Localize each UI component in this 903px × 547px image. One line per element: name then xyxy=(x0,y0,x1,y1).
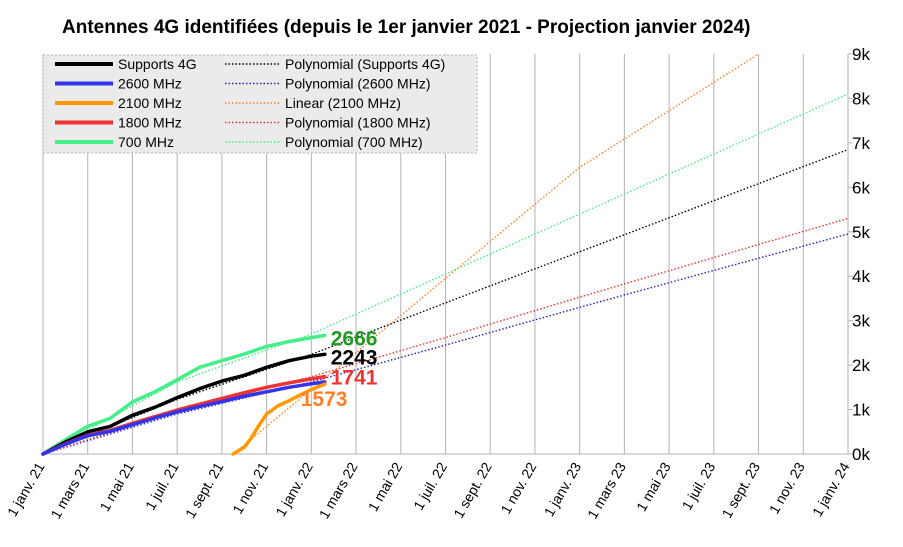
trendline xyxy=(43,93,848,454)
legend-label: Polynomial (2600 MHz) xyxy=(285,76,431,92)
x-tick-label: 1 mai 23 xyxy=(633,459,674,514)
y-tick-label: 3k xyxy=(852,312,870,331)
x-tick-label: 1 nov. 21 xyxy=(229,459,271,516)
series-lines xyxy=(41,333,327,456)
trendline xyxy=(232,54,759,454)
x-tick-label: 1 janv. 22 xyxy=(272,459,316,519)
x-tick-label: 1 sept. 23 xyxy=(719,459,764,520)
end-label: 2243 xyxy=(331,346,378,369)
legend-label: Polynomial (700 MHz) xyxy=(285,134,423,150)
x-tick-label: 1 sept. 21 xyxy=(182,459,227,520)
x-tick-label: 1 sept. 22 xyxy=(450,459,495,520)
legend: Supports 4G 2600 MHz 2100 MHz 1800 MHz 700 M… xyxy=(42,54,478,154)
series-line xyxy=(41,380,327,456)
x-tick-label: 1 mars 22 xyxy=(316,459,361,521)
legend-box xyxy=(42,54,478,154)
x-tick-label: 1 mars 23 xyxy=(584,459,629,521)
legend-label: 2100 MHz xyxy=(118,95,182,111)
y-tick-label: 6k xyxy=(852,178,870,197)
x-tick-label: 1 juil. 23 xyxy=(678,459,718,512)
y-tick-label: 2k xyxy=(852,356,870,375)
legend-label: Linear (2100 MHz) xyxy=(285,95,401,111)
y-tick-labels: 0k 1k 2k 3k 4k 5k 6k 7k 8k 9k xyxy=(852,45,870,464)
series-line xyxy=(41,333,327,456)
x-tick-labels: 1 janv. 21 1 mars 21 1 mai 21 1 juil. 21 1 s… xyxy=(4,459,853,521)
legend-label: Polynomial (1800 MHz) xyxy=(285,115,431,131)
end-label: 1573 xyxy=(301,388,348,411)
x-tick-label: 1 janv. 24 xyxy=(809,459,853,519)
y-tick-label: 5k xyxy=(852,223,870,242)
end-label: 1741 xyxy=(331,367,378,390)
y-tick-label: 7k xyxy=(852,134,870,153)
chart-title: Antennes 4G identifiées (depuis le 1er j… xyxy=(62,17,751,38)
x-tick-label: 1 mai 21 xyxy=(96,459,137,514)
y-tick-label: 8k xyxy=(852,89,870,108)
series-line xyxy=(41,352,327,456)
legend-label: Polynomial (Supports 4G) xyxy=(285,56,445,72)
legend-label: 700 MHz xyxy=(118,134,174,150)
y-tick-label: 9k xyxy=(852,45,870,64)
x-tick-label: 1 nov. 22 xyxy=(497,459,539,516)
y-tick-label: 1k xyxy=(852,401,870,420)
end-label: 2666 xyxy=(331,328,378,351)
x-tick-label: 1 nov. 23 xyxy=(766,459,808,516)
trendline xyxy=(43,233,848,454)
legend-label: 1800 MHz xyxy=(118,115,182,131)
axes xyxy=(43,53,853,455)
series-line xyxy=(231,382,327,456)
legend-label: 2600 MHz xyxy=(118,76,182,92)
x-tick-label: 1 janv. 23 xyxy=(541,459,585,519)
x-tick-label: 1 janv. 21 xyxy=(4,459,48,519)
y-tick-label: 0k xyxy=(852,445,870,464)
x-tick-label: 1 juil. 22 xyxy=(410,459,450,512)
x-tick-label: 1 mai 22 xyxy=(365,459,406,514)
x-tick-label: 1 juil. 21 xyxy=(142,459,182,512)
x-tick-label: 1 mars 21 xyxy=(47,459,92,521)
legend-label: Supports 4G xyxy=(118,56,197,72)
y-tick-label: 4k xyxy=(852,267,870,286)
